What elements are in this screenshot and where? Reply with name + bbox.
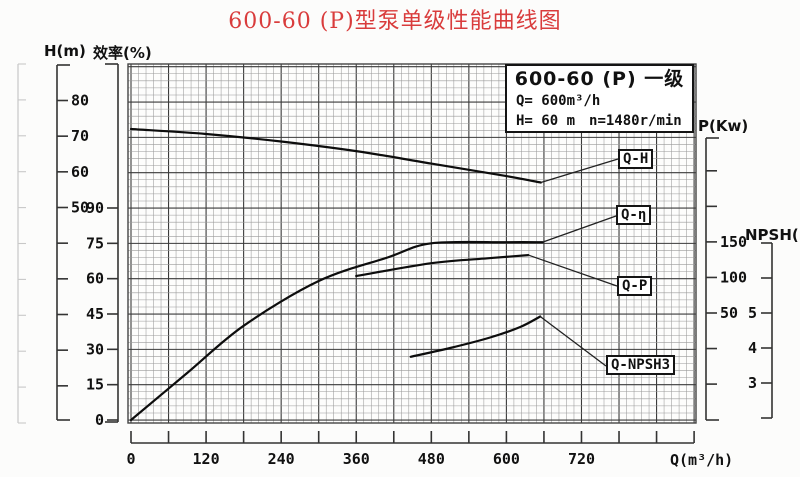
efficiency-axis-title: 效率(%) [93, 44, 152, 62]
efficiency-axis-tick-label: 45 [86, 305, 104, 323]
power-axis-tick-label: 100 [720, 268, 747, 286]
rated-speed-label: n=1480r/min [589, 113, 682, 129]
head-axis-tick-label: 70 [71, 127, 89, 145]
curve-label-qp: Q-P [617, 276, 653, 296]
npsh-axis-tick-label: 5 [748, 304, 757, 322]
head-axis-tick-label: 50 [71, 199, 89, 217]
curve-label-leader [540, 158, 619, 184]
head-axis-tick-label: 60 [71, 163, 89, 181]
curve-label-leader [528, 254, 618, 287]
flow-axis-tick-label: 240 [268, 450, 295, 468]
flow-axis-tick-label: 0 [126, 450, 135, 468]
rated-flow-label: Q= 600m³/h [516, 93, 601, 109]
efficiency-axis-tick-label: 90 [86, 199, 104, 217]
curve-qp [355, 254, 530, 278]
power-axis-tick-label: 50 [720, 304, 738, 322]
curve-label-qh: Q-H [618, 149, 654, 169]
chart-title: 600-60 (P)型泵单级性能曲线图 [228, 9, 562, 34]
flow-axis-tick-label: 480 [418, 450, 445, 468]
flow-axis-tick-label: 360 [343, 450, 370, 468]
npsh-axis-tick-label: 3 [748, 374, 757, 392]
efficiency-axis-tick-label: 60 [86, 270, 104, 288]
efficiency-axis-tick-label: 15 [86, 376, 104, 394]
npsh-axis-tick-label: 4 [748, 339, 757, 357]
flow-axis-tick-label: 600 [493, 450, 520, 468]
flow-axis-title: Q(m³/h) [670, 451, 734, 469]
efficiency-axis-tick-label: 75 [86, 234, 104, 252]
curve-label-leader [542, 215, 617, 243]
efficiency-axis-tick-label: 30 [86, 340, 104, 358]
npsh-axis-title: NPSH(m) [745, 226, 800, 244]
flow-axis-tick-label: 720 [568, 450, 595, 468]
rated-head-label: H= 60 m [516, 113, 576, 129]
flow-axis-tick-label: 120 [193, 450, 220, 468]
curve-label-leader [539, 315, 607, 367]
power-axis-title: P(Kw) [698, 117, 749, 135]
rated-head-speed-line: H= 60 m n=1480r/min [507, 111, 692, 131]
curve-label-qnpsh3: Q-NPSH3 [606, 355, 676, 375]
pump-model-label: 600-60 (P) 一级 [514, 68, 685, 90]
curve-qnpsh3 [409, 315, 542, 358]
head-axis-title: H(m) [44, 42, 86, 60]
pump-info-box: 600-60 (P) 一级 Q= 600m³/h H= 60 m n=1480r/… [505, 64, 694, 133]
curve-qh [129, 127, 542, 184]
power-axis-tick-label: 150 [720, 233, 747, 251]
curve-label-qeta: Q-η [616, 205, 652, 225]
plot-frame [127, 63, 697, 424]
efficiency-axis-tick-label: 0 [95, 411, 104, 429]
curve-q [129, 240, 544, 422]
head-axis-tick-label: 80 [71, 91, 89, 109]
